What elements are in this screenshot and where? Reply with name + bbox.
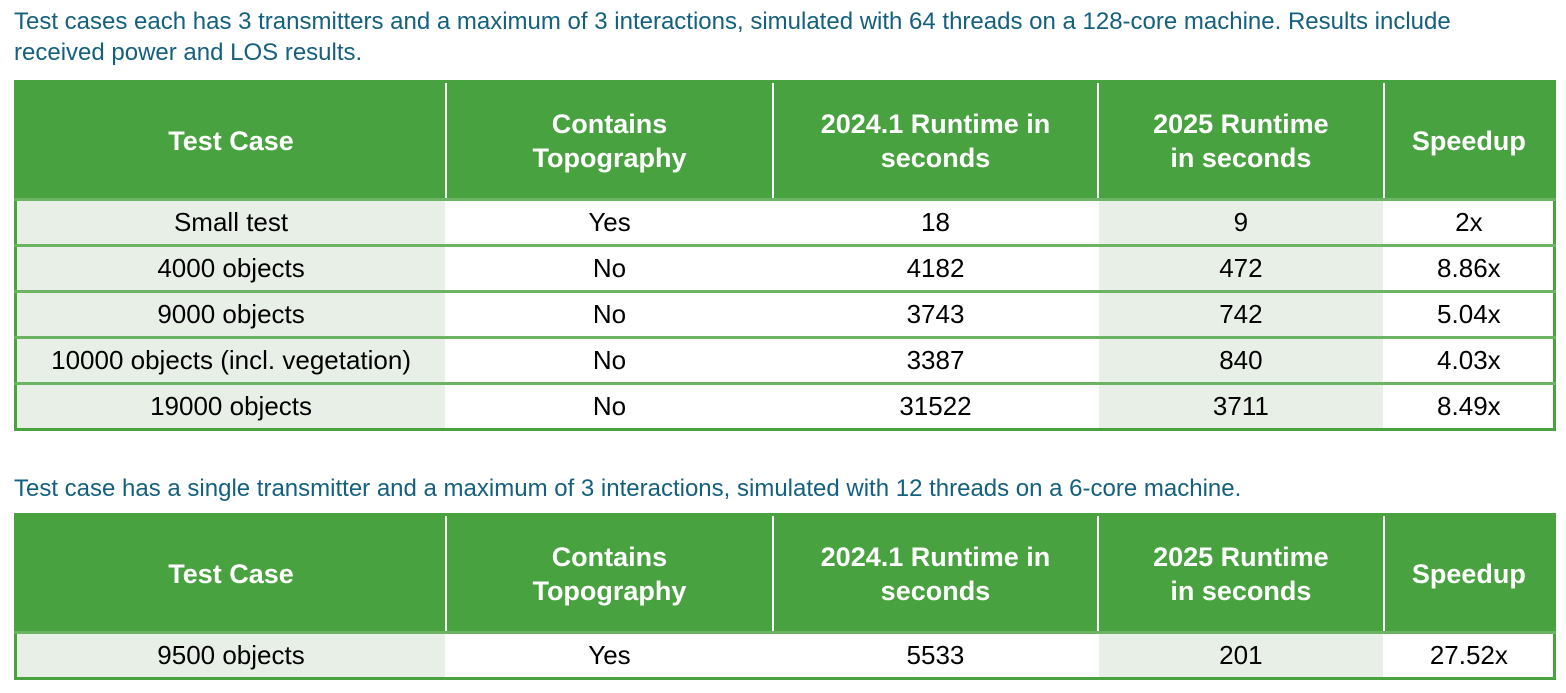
cell-runtime-2024: 18 bbox=[771, 198, 1099, 246]
cell-contains-topography: Yes bbox=[445, 198, 773, 246]
table-row: 10000 objects (incl. vegetation) No 3387 84… bbox=[15, 336, 1555, 384]
cell-speedup: 5.04x bbox=[1382, 290, 1555, 338]
table-row: 19000 objects No 31522 3711 8.49x bbox=[15, 382, 1555, 430]
cell-test-case: 4000 objects bbox=[15, 244, 447, 292]
table-row: Small test Yes 18 9 2x bbox=[15, 198, 1555, 246]
header-speedup: Speedup bbox=[1382, 514, 1555, 633]
cell-speedup: 8.86x bbox=[1382, 244, 1555, 292]
cell-contains-topography: No bbox=[445, 382, 773, 430]
cell-runtime-2025: 742 bbox=[1097, 290, 1384, 338]
cell-speedup: 27.52x bbox=[1382, 631, 1555, 679]
table-row: 9000 objects No 3743 742 5.04x bbox=[15, 290, 1555, 338]
cell-runtime-2024: 3387 bbox=[771, 336, 1099, 384]
header-speedup: Speedup bbox=[1382, 81, 1555, 200]
header-runtime-2024: 2024.1 Runtime in seconds bbox=[771, 514, 1099, 633]
table-row: 4000 objects No 4182 472 8.86x bbox=[15, 244, 1555, 292]
cell-runtime-2025: 201 bbox=[1097, 631, 1384, 679]
cell-speedup: 8.49x bbox=[1382, 382, 1555, 430]
cell-contains-topography: Yes bbox=[445, 631, 773, 679]
header-test-case: Test Case bbox=[15, 514, 447, 633]
cell-runtime-2025: 3711 bbox=[1097, 382, 1384, 430]
cell-runtime-2025: 472 bbox=[1097, 244, 1384, 292]
cell-speedup: 4.03x bbox=[1382, 336, 1555, 384]
results-table-1: Test Case Contains Topography 2024.1 Runti… bbox=[14, 80, 1556, 431]
cell-contains-topography: No bbox=[445, 336, 773, 384]
cell-runtime-2025: 840 bbox=[1097, 336, 1384, 384]
header-runtime-2025: 2025 Runtime in seconds bbox=[1097, 514, 1384, 633]
cell-runtime-2024: 5533 bbox=[771, 631, 1099, 679]
cell-test-case: 10000 objects (incl. vegetation) bbox=[15, 336, 447, 384]
caption-1: Test cases each has 3 transmitters and a… bbox=[14, 8, 1451, 66]
cell-test-case: 19000 objects bbox=[15, 382, 447, 430]
cell-runtime-2024: 3743 bbox=[771, 290, 1099, 338]
caption-2: Test case has a single transmitter and a… bbox=[14, 475, 1242, 502]
header-test-case: Test Case bbox=[15, 81, 447, 200]
cell-runtime-2025: 9 bbox=[1097, 198, 1384, 246]
cell-test-case: Small test bbox=[15, 198, 447, 246]
cell-contains-topography: No bbox=[445, 290, 773, 338]
results-table-2: Test Case Contains Topography 2024.1 Runti… bbox=[14, 513, 1556, 680]
header-runtime-2024: 2024.1 Runtime in seconds bbox=[771, 81, 1099, 200]
header-contains-topography: Contains Topography bbox=[445, 81, 773, 200]
cell-runtime-2024: 4182 bbox=[771, 244, 1099, 292]
cell-contains-topography: No bbox=[445, 244, 773, 292]
header-contains-topography: Contains Topography bbox=[445, 514, 773, 633]
cell-speedup: 2x bbox=[1382, 198, 1555, 246]
cell-test-case: 9500 objects bbox=[15, 631, 447, 679]
table-row: 9500 objects Yes 5533 201 27.52x bbox=[15, 631, 1555, 679]
cell-runtime-2024: 31522 bbox=[771, 382, 1099, 430]
header-runtime-2025: 2025 Runtime in seconds bbox=[1097, 81, 1384, 200]
cell-test-case: 9000 objects bbox=[15, 290, 447, 338]
